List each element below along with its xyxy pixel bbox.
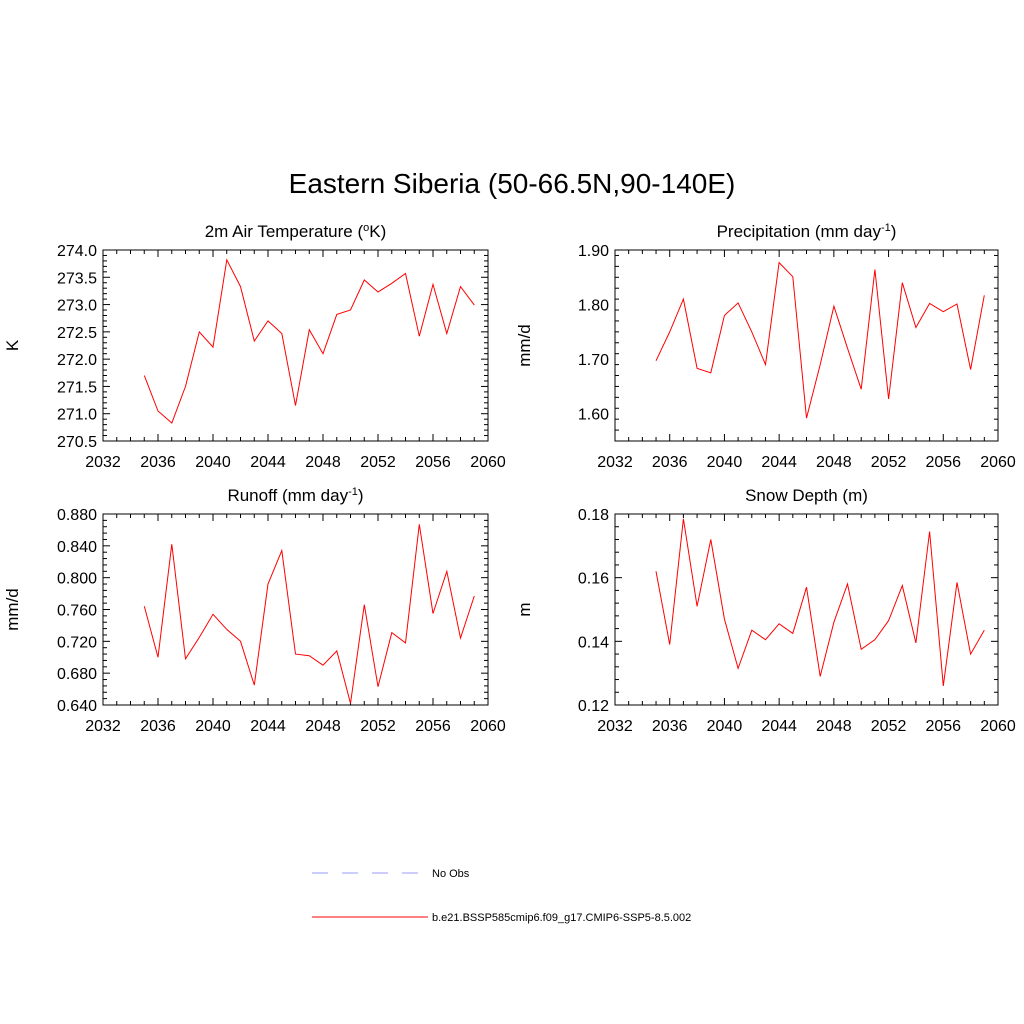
y-tick-label: 1.70 (578, 352, 609, 369)
x-tick-label: 2036 (652, 454, 688, 471)
x-tick-label: 2060 (470, 454, 506, 471)
x-tick-label: 2044 (250, 454, 286, 471)
panel-title-main: Runoff (mm day (227, 486, 348, 505)
chart-panel-4: 2032 2036 2040 2044 2048 2052 2056 2060 0.12 0.14… (515, 486, 1016, 735)
x-tick-label: 2040 (707, 718, 743, 735)
figure-title: Eastern Siberia (50-66.5N,90-140E) (288, 168, 736, 199)
y-axis-label: K (3, 339, 22, 351)
y-tick-label: 271.5 (57, 379, 97, 396)
x-tick-label: 2048 (305, 718, 341, 735)
panel-title-suffix: K) (369, 222, 386, 241)
y-tick-label: 0.640 (57, 698, 97, 715)
y-tick-label: 272.0 (57, 352, 97, 369)
plot-frame (102, 249, 489, 442)
y-tick-label: 271.0 (57, 407, 97, 424)
panel-title: Precipitation (mm day-1) (717, 222, 897, 241)
chart-panel-3: 2032 2036 2040 2044 2048 2052 2056 2060 0.640 0.6… (3, 486, 506, 735)
panel-title: Snow Depth (m) (745, 486, 868, 505)
x-tick-label: 2060 (980, 454, 1016, 471)
panel-title-superscript: o (363, 222, 369, 234)
chart-panel-2: 2032 2036 2040 2044 2048 2052 2056 2060 1.60 1.70… (515, 222, 1016, 471)
x-tick-label: 2056 (925, 718, 961, 735)
y-tick-label: 273.5 (57, 270, 97, 287)
x-tick-label: 2032 (85, 718, 121, 735)
plot-frame (614, 249, 999, 442)
x-tick-label: 2040 (195, 718, 231, 735)
legend-model-label: b.e21.BSSP585cmip6.f09_g17.CMIP6-SSP5-8.… (432, 912, 691, 924)
legend-obs-label: No Obs (432, 868, 470, 880)
series-line (143, 524, 475, 704)
panel-title-suffix: ) (891, 222, 897, 241)
x-tick-label: 2048 (816, 454, 852, 471)
x-tick-label: 2052 (360, 718, 396, 735)
x-tick-label: 2060 (980, 718, 1016, 735)
y-tick-label: 0.800 (57, 571, 97, 588)
x-tick-label: 2044 (761, 718, 797, 735)
x-tick-label: 2044 (761, 454, 797, 471)
y-tick-label: 0.840 (57, 539, 97, 556)
series-line (143, 258, 475, 424)
y-tick-label: 0.720 (57, 634, 97, 651)
y-axis-label: mm/d (3, 588, 22, 631)
y-tick-label: 0.16 (578, 571, 609, 588)
x-tick-label: 2052 (871, 718, 907, 735)
y-tick-label: 0.18 (578, 507, 609, 524)
x-tick-label: 2036 (140, 718, 176, 735)
y-tick-label: 0.680 (57, 666, 97, 683)
y-tick-label: 270.5 (57, 434, 97, 451)
x-tick-label: 2060 (470, 718, 506, 735)
x-tick-label: 2040 (707, 454, 743, 471)
y-axis-label: mm/d (515, 324, 534, 367)
panels-group: 2032 2036 2040 2044 2048 2052 2056 2060 270.5 271… (3, 222, 1016, 735)
y-tick-label: 0.760 (57, 603, 97, 620)
y-tick-label: 0.14 (578, 634, 609, 651)
plot-frame (614, 513, 999, 706)
y-tick-label: 0.12 (578, 698, 609, 715)
x-tick-label: 2044 (250, 718, 286, 735)
panel-title-suffix: ) (358, 486, 364, 505)
x-tick-label: 2032 (597, 454, 633, 471)
x-tick-label: 2036 (652, 718, 688, 735)
y-tick-label: 1.80 (578, 298, 609, 315)
x-tick-label: 2052 (360, 454, 396, 471)
panel-title-superscript: -1 (348, 486, 358, 498)
panel-title: 2m Air Temperature (oK) (205, 222, 387, 241)
legend: No Obs b.e21.BSSP585cmip6.f09_g17.CMIP6-… (312, 868, 691, 924)
x-tick-label: 2048 (816, 718, 852, 735)
x-tick-label: 2048 (305, 454, 341, 471)
x-tick-label: 2052 (871, 454, 907, 471)
y-axis-label: m (515, 602, 534, 616)
y-tick-label: 272.5 (57, 325, 97, 342)
y-tick-label: 1.90 (578, 243, 609, 260)
x-tick-label: 2056 (415, 454, 451, 471)
y-tick-label: 0.880 (57, 507, 97, 524)
panel-title-main: Snow Depth (m) (745, 486, 868, 505)
x-tick-label: 2056 (415, 718, 451, 735)
y-tick-label: 274.0 (57, 243, 97, 260)
x-tick-label: 2032 (597, 718, 633, 735)
panel-title-main: Precipitation (mm day (717, 222, 882, 241)
x-tick-label: 2032 (85, 454, 121, 471)
y-tick-label: 273.0 (57, 298, 97, 315)
panel-title: Runoff (mm day-1) (227, 486, 363, 505)
x-tick-label: 2040 (195, 454, 231, 471)
x-tick-label: 2056 (925, 454, 961, 471)
panel-title-main: 2m Air Temperature ( (205, 222, 364, 241)
series-line (655, 518, 985, 686)
series-line (655, 261, 985, 419)
y-tick-label: 1.60 (578, 407, 609, 424)
chart-panel-1: 2032 2036 2040 2044 2048 2052 2056 2060 270.5 271… (3, 222, 506, 471)
panel-title-superscript: -1 (881, 222, 891, 234)
plot-frame (102, 513, 489, 706)
x-tick-label: 2036 (140, 454, 176, 471)
